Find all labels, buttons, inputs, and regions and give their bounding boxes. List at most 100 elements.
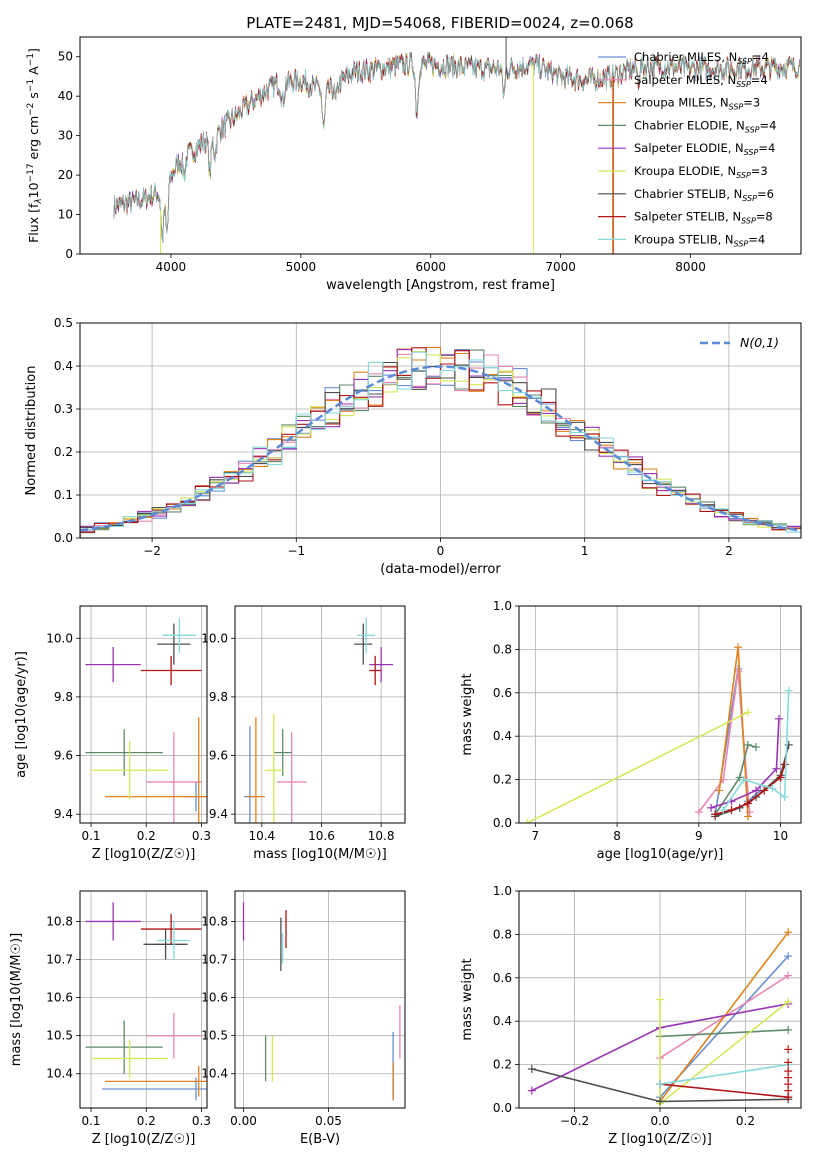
plot-area [527, 928, 793, 1108]
x-tick-label: 9 [695, 829, 703, 843]
weight-line-salpeter_stelib [659, 1083, 789, 1098]
x-tick-label: 1 [581, 544, 589, 558]
y-tick-label: 0.8 [493, 927, 512, 941]
y-tick-label: 10 [58, 208, 73, 222]
x-tick-label: 8000 [675, 260, 706, 274]
y-axis-label: mass [log10(M/M☉)] [9, 933, 24, 1066]
y-tick-label: 0.2 [493, 1058, 512, 1072]
y-tick-label: 0.2 [493, 773, 512, 787]
weight-line-chabrier_elodie [659, 1029, 789, 1038]
y-tick-label: 0.0 [54, 531, 73, 545]
y-tick-label: 9.8 [54, 690, 73, 704]
x-axis-label: Z [log10(Z/Z☉)] [608, 1132, 712, 1147]
x-tick-label: 0.0 [650, 1114, 669, 1128]
x-tick-label: 7 [532, 829, 540, 843]
x-tick-label: 0.2 [137, 1114, 156, 1128]
plot-area [85, 902, 207, 1101]
weight-vs-age-panel: 7 8 9 10 0.0 0.2 0.4 0.6 0.8 1.0 age [log10(age/yr… [460, 599, 802, 862]
y-tick-label: 10.6 [46, 991, 73, 1005]
axes-frame [79, 36, 802, 255]
y-tick-label: 0 [65, 247, 73, 261]
x-tick-label: 10 [773, 829, 788, 843]
spectrum-line-chabrier_stelib [113, 51, 800, 242]
spectrum-line-salpeter_stelib [113, 53, 800, 239]
y-tick-label: 0.0 [493, 816, 512, 830]
x-axis-label: age [log10(age/yr)] [597, 847, 724, 862]
legend-label-salpeter_miles: Salpeter MILES, NSSP=4 [634, 73, 768, 89]
y-axis-label: mass weight [460, 673, 475, 755]
y-tick-label: 50 [58, 50, 73, 64]
weight-line-kroupa_miles [659, 931, 789, 1102]
age-vs-Z-panel: 0.1 0.2 0.3 9.4 9.6 9.8 10.0 Z [log10(Z/Z☉)] age… [14, 605, 211, 862]
axes-frame [79, 890, 208, 1109]
y-tick-label: 10.7 [46, 953, 73, 967]
y-tick-label: 0.2 [54, 445, 73, 459]
x-tick-label: −0.2 [560, 1114, 589, 1128]
y-tick-label: 0.6 [493, 686, 512, 700]
y-tick-label: 0.5 [54, 316, 73, 330]
y-tick-label: 10.8 [201, 914, 228, 928]
x-tick-label: 0.2 [137, 829, 156, 843]
x-tick-label: 0.2 [736, 1114, 755, 1128]
y-axis-label: age [log10(age/yr)] [14, 651, 29, 778]
weight-line-salpeter_miles [698, 670, 751, 813]
y-tick-label: 10.0 [201, 631, 228, 645]
x-tick-label: 0 [437, 544, 445, 558]
weight-line-kroupa_stelib [659, 1063, 789, 1085]
y-tick-label: 0.1 [54, 488, 73, 502]
x-axis-label: Z [log10(Z/Z☉)] [92, 1132, 196, 1147]
legend-label-kroupa_stelib: Kroupa STELIB, NSSP=4 [634, 232, 765, 248]
axes-frame [518, 890, 802, 1109]
y-tick-label: 10.5 [46, 1029, 73, 1043]
spectrum-panel: 4000 5000 6000 7000 8000 0 10 20 30 40 50 wavelengt… [26, 36, 802, 293]
y-tick-label: 0.0 [493, 1101, 512, 1115]
x-tick-label: 2 [725, 544, 733, 558]
y-tick-label: 10.7 [201, 953, 228, 967]
weight-line-kroupa_elodie [526, 711, 749, 823]
x-tick-label: 6000 [415, 260, 446, 274]
x-axis-label: wavelength [Angstrom, rest frame] [326, 278, 555, 293]
x-tick-label: 10.4 [248, 829, 275, 843]
spectrum-line-kroupa_stelib [113, 54, 800, 242]
x-tick-label: 5000 [286, 260, 317, 274]
x-tick-label: −1 [287, 544, 305, 558]
y-tick-label: 9.6 [54, 749, 73, 763]
legend-label-chabrier_miles: Chabrier MILES, NSSP=4 [634, 50, 769, 66]
x-axis-label: mass [log10(M/M☉)] [253, 847, 386, 862]
histogram-kroupa_stelib [80, 351, 801, 538]
x-tick-label: 0.3 [192, 1114, 211, 1128]
x-axis-label: E(B-V) [300, 1132, 340, 1147]
weight-line-salpeter_stelib [714, 764, 786, 816]
y-tick-label: 9.8 [209, 690, 228, 704]
y-tick-label: 0.4 [493, 729, 512, 743]
page-title: PLATE=2481, MJD=54068, FIBERID=0024, z=0… [246, 14, 633, 32]
legend-label-chabrier_elodie: Chabrier ELODIE, NSSP=4 [634, 118, 776, 134]
mass-vs-ebv-panel: 0.00 0.05 10.4 10.5 10.6 10.7 10.8 E(B-V) [201, 890, 406, 1147]
weight-line-chabrier_elodie [714, 743, 757, 815]
x-tick-label: 7000 [545, 260, 576, 274]
plot-area [80, 346, 801, 538]
x-tick-label: 0.1 [81, 829, 100, 843]
y-axis-label: mass weight [460, 958, 475, 1040]
legend-label-chabrier_stelib: Chabrier STELIB, NSSP=6 [634, 187, 774, 203]
legend-label-kroupa_elodie: Kroupa ELODIE, NSSP=3 [634, 164, 768, 180]
x-tick-label: 8 [613, 829, 621, 843]
plot-area [242, 902, 401, 1101]
y-tick-label: 0.8 [493, 642, 512, 656]
axes-frame [79, 322, 802, 539]
y-tick-label: 10.8 [46, 914, 73, 928]
axes-frame [79, 605, 208, 824]
plot-area [523, 643, 793, 823]
legend-label-kroupa_miles: Kroupa MILES, NSSP=3 [634, 96, 760, 112]
y-tick-label: 30 [58, 129, 73, 143]
axes-frame [234, 605, 406, 824]
x-tick-label: 0.3 [192, 829, 211, 843]
x-axis-label: Z [log10(Z/Z☉)] [92, 847, 196, 862]
mass-vs-Z-panel: 0.1 0.2 0.3 10.4 10.5 10.6 10.7 10.8 Z [log10(Z/… [9, 890, 211, 1147]
plot-area [113, 37, 800, 254]
residuals-panel: −2 −1 0 1 2 0.0 0.1 0.2 0.3 0.4 0.5 (data-model)/er… [24, 316, 802, 577]
x-tick-label: 0.00 [230, 1114, 257, 1128]
legend-label-salpeter_stelib: Salpeter STELIB, NSSP=8 [634, 210, 773, 226]
normal-curve [80, 365, 801, 532]
